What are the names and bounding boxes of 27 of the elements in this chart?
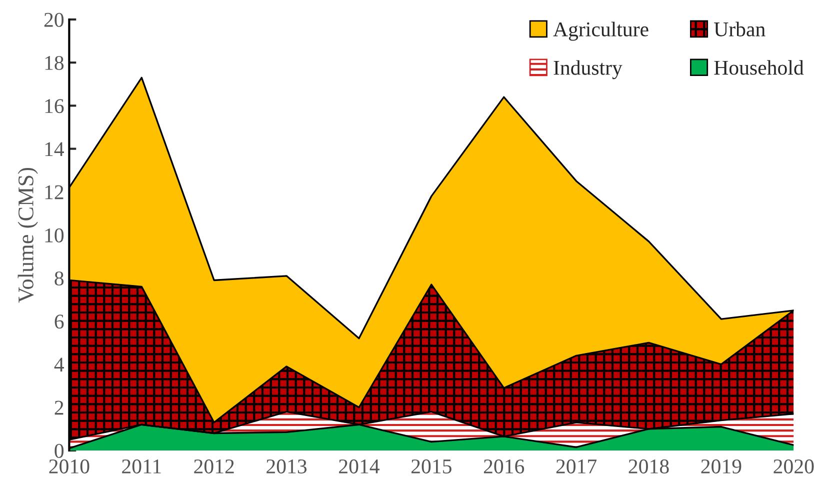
y-tick-label: 6 bbox=[54, 314, 64, 329]
y-tick-label: 14 bbox=[45, 142, 64, 156]
x-tick-label: 2013 bbox=[266, 459, 307, 474]
y-tick-label: 10 bbox=[45, 228, 64, 242]
y-tick-label: 20 bbox=[44, 12, 64, 27]
legend-label: Agriculture bbox=[553, 22, 648, 41]
y-tick-label: 2 bbox=[54, 400, 64, 415]
y-tick-label: 18 bbox=[45, 56, 64, 70]
y-axis-title: Volume (CMS) bbox=[18, 168, 38, 303]
x-tick-label: 2018 bbox=[628, 459, 669, 474]
x-tick-label: 2020 bbox=[774, 459, 814, 474]
x-tick-label: 2014 bbox=[339, 459, 380, 474]
x-tick-label: 2012 bbox=[194, 459, 234, 474]
x-tick-label: 2010 bbox=[49, 459, 90, 474]
y-tick-label: 4 bbox=[54, 358, 64, 372]
legend-label: Household bbox=[714, 60, 804, 75]
x-tick-label: 2016 bbox=[484, 459, 524, 474]
y-tick-label: 8 bbox=[54, 271, 64, 286]
y-tick-label: 0 bbox=[54, 444, 64, 458]
y-tick-label: 12 bbox=[45, 185, 64, 200]
x-tick-label: 2011 bbox=[122, 459, 161, 474]
x-tick-label: 2019 bbox=[701, 459, 742, 474]
legend-label: Urban bbox=[714, 22, 766, 36]
y-tick-label: 16 bbox=[45, 99, 64, 114]
x-tick-label: 2015 bbox=[412, 459, 452, 474]
x-tick-label: 2017 bbox=[556, 459, 597, 474]
legend-label: Industry bbox=[554, 60, 622, 80]
